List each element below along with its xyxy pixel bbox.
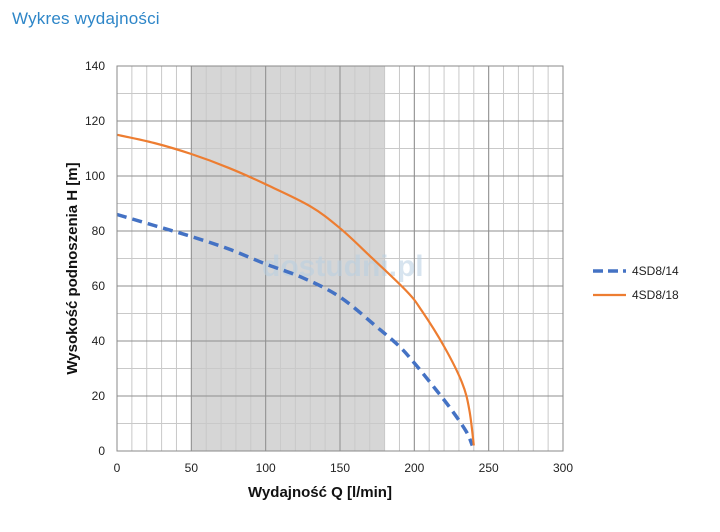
x-tick-label: 300 xyxy=(553,461,573,475)
x-tick-label: 0 xyxy=(114,461,121,475)
series-line-4sd8-18 xyxy=(116,133,475,446)
x-tick-label: 150 xyxy=(330,461,350,475)
legend-label: 4SD8/14 xyxy=(632,264,679,278)
x-tick-label: 200 xyxy=(404,461,424,475)
series-line-4sd8-14 xyxy=(116,212,474,447)
axis-layer: 0 50 100 150 200 250 300 0 20 40 60 80 100 120 140 Wyda… xyxy=(64,59,573,501)
y-axis-title: Wysokość podnoszenia H [m] xyxy=(64,162,81,374)
y-tick-label: 20 xyxy=(92,389,106,403)
y-tick-label: 0 xyxy=(98,444,105,458)
series-layer xyxy=(116,133,475,447)
y-tick-label: 140 xyxy=(85,59,105,73)
y-tick-label: 120 xyxy=(85,114,105,128)
x-tick-label: 250 xyxy=(479,461,499,475)
legend-layer: 4SD8/14 4SD8/18 xyxy=(593,264,679,302)
x-axis-title: Wydajność Q [l/min] xyxy=(248,484,392,501)
page-title: Wykres wydajności xyxy=(12,9,160,28)
watermark-layer: dostudni.pl xyxy=(262,250,424,283)
y-tick-label: 40 xyxy=(92,334,106,348)
watermark-text: dostudni.pl xyxy=(262,250,424,283)
y-tick-label: 60 xyxy=(92,279,106,293)
y-tick-label: 100 xyxy=(85,169,105,183)
plot-frame xyxy=(116,65,564,452)
y-tick-label: 80 xyxy=(92,224,106,238)
x-tick-label: 100 xyxy=(256,461,276,475)
x-tick-label: 50 xyxy=(185,461,199,475)
legend-label: 4SD8/18 xyxy=(632,288,679,302)
